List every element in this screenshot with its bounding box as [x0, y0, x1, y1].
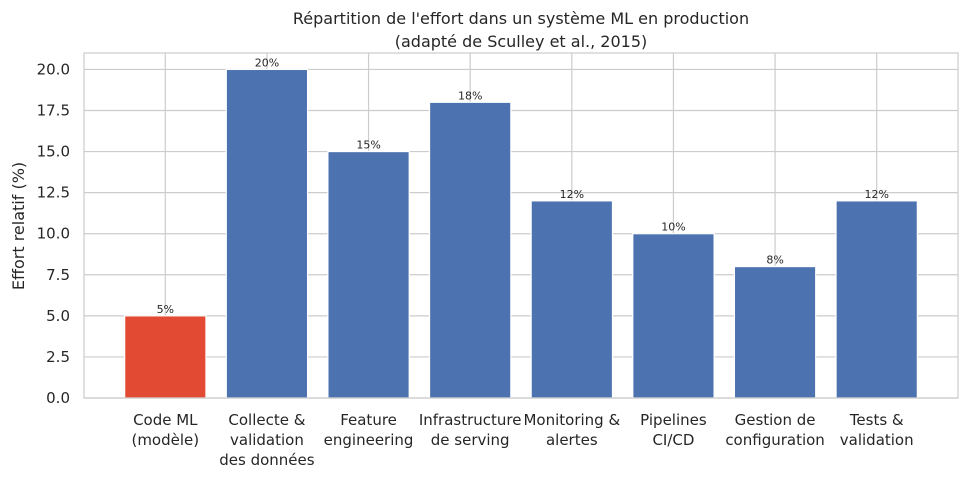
y-axis-label: Effort relatif (%) — [9, 162, 28, 290]
y-tick-labels: 0.0 2.5 5.0 7.5 10.0 12.5 15.0 17.5 20.0 — [37, 60, 70, 407]
y-tick-label: 15.0 — [37, 143, 70, 161]
x-tick-label: Tests & validation — [840, 411, 914, 449]
bar — [428, 101, 512, 399]
bar — [327, 150, 410, 399]
x-tick-label: Infrastructure de serving — [419, 411, 522, 449]
bar-value-label: 15% — [356, 139, 380, 152]
bar — [530, 200, 614, 399]
bar — [835, 200, 918, 399]
bar-value-label: 12% — [560, 188, 584, 201]
y-tick-label: 17.5 — [37, 102, 70, 120]
x-tick-labels: Code ML (modèle) Collecte & validation des d… — [131, 411, 913, 469]
bar-value-label: 12% — [864, 188, 888, 201]
grid-layer — [84, 53, 958, 399]
bar-value-label: 5% — [157, 303, 174, 316]
bar — [632, 233, 715, 399]
x-tick-label: Code ML (modèle) — [131, 411, 199, 449]
bar — [124, 315, 207, 399]
y-tick-label: 2.5 — [46, 348, 70, 366]
bar-value-label: 20% — [255, 56, 279, 69]
x-tick-label: Gestion de configuration — [725, 411, 825, 449]
y-tick-label: 0.0 — [46, 389, 70, 407]
bar-value-label: 8% — [766, 254, 783, 267]
x-tick-label: Collecte & validation des données — [219, 411, 315, 469]
bars-layer — [124, 68, 918, 399]
y-tick-label: 20.0 — [37, 60, 70, 78]
plot-frame — [83, 52, 959, 399]
chart-subtitle: (adapté de Sculley et al., 2015) — [395, 32, 648, 51]
x-tick-label: Feature engineering — [324, 411, 414, 449]
x-tick-label: Monitoring & alertes — [523, 411, 620, 449]
chart-title: Répartition de l'effort dans un système … — [293, 9, 749, 28]
bar — [733, 265, 817, 399]
data-labels-layer: 5% 20% 15% 18% 12% 10% 8% 12% — [157, 56, 889, 315]
y-tick-label: 5.0 — [46, 307, 70, 325]
y-tick-label: 7.5 — [46, 266, 70, 284]
bar — [225, 68, 309, 399]
bar-value-label: 18% — [458, 89, 482, 102]
y-tick-label: 12.5 — [37, 184, 70, 202]
y-tick-label: 10.0 — [37, 225, 70, 243]
x-tick-label: Pipelines CI/CD — [640, 411, 707, 449]
bar-value-label: 10% — [661, 221, 685, 234]
